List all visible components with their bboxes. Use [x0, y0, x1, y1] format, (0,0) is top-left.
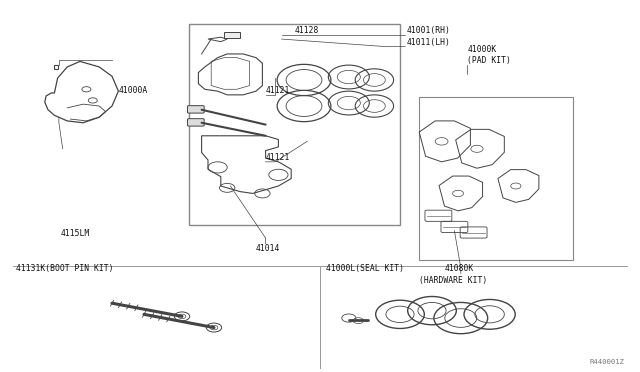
Text: 41000K: 41000K — [467, 45, 497, 54]
Text: 41128: 41128 — [294, 26, 319, 35]
Bar — [189, 24, 400, 225]
FancyBboxPatch shape — [188, 106, 204, 113]
Text: 41011(LH): 41011(LH) — [406, 38, 451, 46]
Text: 41001(RH): 41001(RH) — [406, 26, 451, 35]
Bar — [419, 97, 573, 260]
Text: (HARDWARE KIT): (HARDWARE KIT) — [419, 276, 488, 285]
Text: 4115LM: 4115LM — [61, 229, 90, 238]
Text: (PAD KIT): (PAD KIT) — [467, 56, 511, 65]
Bar — [224, 32, 240, 38]
Text: R440001Z: R440001Z — [589, 359, 624, 365]
Text: 41121: 41121 — [266, 86, 290, 95]
Text: 41000L(SEAL KIT): 41000L(SEAL KIT) — [326, 264, 404, 273]
FancyBboxPatch shape — [188, 119, 204, 126]
Text: 41131K(BOOT PIN KIT): 41131K(BOOT PIN KIT) — [16, 264, 113, 273]
Text: 41000A: 41000A — [118, 86, 148, 95]
Text: 41121: 41121 — [266, 153, 290, 162]
Text: 41080K: 41080K — [445, 264, 474, 273]
Text: 41014: 41014 — [256, 244, 280, 253]
